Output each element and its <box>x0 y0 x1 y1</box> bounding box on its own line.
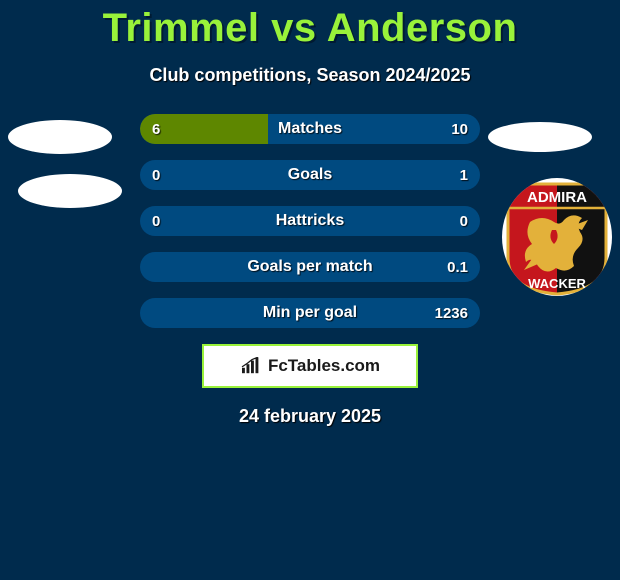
stat-row-matches: 6 Matches 10 <box>140 114 480 144</box>
stat-value-right: 0 <box>460 206 468 236</box>
stat-label: Min per goal <box>140 298 480 328</box>
player-left-avatar-placeholder-1 <box>8 120 112 154</box>
stats-container: 6 Matches 10 0 Goals 1 0 Hattricks 0 Goa… <box>140 114 480 328</box>
stat-value-right: 10 <box>451 114 468 144</box>
stat-row-hattricks: 0 Hattricks 0 <box>140 206 480 236</box>
stat-label: Goals <box>140 160 480 190</box>
stat-row-goals: 0 Goals 1 <box>140 160 480 190</box>
player-right-avatar-placeholder-1 <box>488 122 592 152</box>
badge-text-bottom: WACKER <box>528 276 586 291</box>
stat-label: Goals per match <box>140 252 480 282</box>
club-badge-right: ADMIRA WACKER <box>502 178 612 296</box>
admira-wacker-badge-icon: ADMIRA WACKER <box>502 178 612 296</box>
brand-text: FcTables.com <box>268 356 380 376</box>
stat-row-goals-per-match: Goals per match 0.1 <box>140 252 480 282</box>
date-line: 24 february 2025 <box>0 406 620 427</box>
stat-label: Matches <box>140 114 480 144</box>
stat-value-right: 1236 <box>435 298 468 328</box>
stat-row-min-per-goal: Min per goal 1236 <box>140 298 480 328</box>
stat-value-right: 0.1 <box>447 252 468 282</box>
bar-chart-icon <box>240 357 262 375</box>
brand-box[interactable]: FcTables.com <box>202 344 418 388</box>
badge-text-top: ADMIRA <box>527 189 587 206</box>
page-title: Trimmel vs Anderson <box>0 0 620 51</box>
player-left-avatar-placeholder-2 <box>18 174 122 208</box>
page-subtitle: Club competitions, Season 2024/2025 <box>0 65 620 86</box>
stat-label: Hattricks <box>140 206 480 236</box>
stat-value-right: 1 <box>460 160 468 190</box>
